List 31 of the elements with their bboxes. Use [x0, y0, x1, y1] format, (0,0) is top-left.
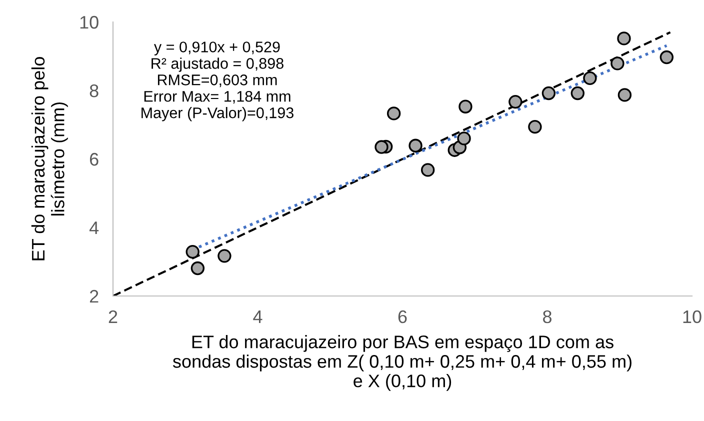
y-axis-title: ET do maracujazeiro pelo lisímetro (mm): [31, 57, 68, 260]
point: [457, 132, 471, 146]
point: [583, 71, 597, 86]
y-tick-label: 4: [89, 222, 99, 234]
point: [617, 32, 631, 46]
point: [218, 249, 232, 263]
x-tick-label: 6: [398, 310, 407, 324]
point: [408, 138, 422, 152]
x-tick-label: 4: [253, 310, 262, 323]
point: [610, 56, 624, 70]
y-tick-label: 2: [90, 290, 98, 303]
point: [458, 100, 472, 114]
point: [508, 94, 522, 109]
x-tick-label: 2: [108, 310, 118, 323]
annotation: y = 0,910x + 0,529 R² ajustado = 0,898 RMSE=0,603 mm Error Max= 1,184 mm Mayer (P-Valor)=0,193: [142, 42, 294, 122]
y-tick-label: 10: [80, 16, 98, 29]
point: [542, 86, 556, 100]
x-tick-label: 8: [543, 310, 552, 324]
point: [190, 261, 205, 276]
point: [528, 120, 542, 134]
x-axis-title: ET do maracujazeiro por BAS em espaço 1D com as sondas dispostas em Z( 0,10 m+ 0,25 m+ 0,4 m+ 0,55 m) e X (0,10 m): [172, 335, 632, 391]
point: [570, 86, 584, 100]
x-tick-label: 10: [683, 310, 702, 324]
y-tick-label: 6: [90, 152, 98, 166]
point: [186, 244, 200, 259]
point: [660, 50, 674, 64]
y-tick-label: 8: [90, 84, 98, 98]
point: [374, 140, 388, 154]
point: [618, 88, 632, 102]
point: [420, 163, 435, 177]
point: [386, 106, 401, 120]
